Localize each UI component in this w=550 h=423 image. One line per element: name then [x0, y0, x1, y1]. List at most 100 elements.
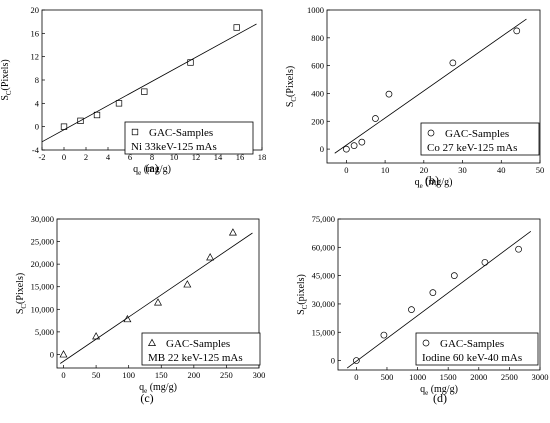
- chart-panel-3: 0 50 100 150 200 250 300 0 5,000 10,000 15,000 20,0…: [15, 214, 265, 405]
- x-tick-label: 40: [497, 165, 506, 175]
- x-tick-label: 14: [214, 152, 223, 162]
- y-tick-label: 0: [50, 349, 54, 359]
- x-tick-label: 4: [106, 152, 111, 162]
- x-axis-label: qe (mg/g): [139, 382, 177, 395]
- x-tick-label: -2: [38, 152, 45, 162]
- y-tick-label: 8: [35, 75, 39, 85]
- x-tick-label: 300: [253, 370, 266, 380]
- y-tick-label: 800: [311, 33, 324, 43]
- data-point: [385, 90, 393, 98]
- x-tick-label: 3000: [532, 372, 549, 382]
- y-tick-label: 30,000: [312, 299, 335, 309]
- data-point: [380, 331, 388, 339]
- x-tick-label: 100: [122, 370, 135, 380]
- data-point: [93, 111, 101, 119]
- x-axis-label: qe (mg/g): [415, 177, 453, 190]
- data-point: [60, 123, 68, 130]
- y-tick-label: 30,000: [31, 214, 54, 224]
- linear-fit-line: [334, 18, 527, 154]
- y-tick-label: -4: [32, 145, 40, 155]
- legend-marker: [148, 338, 156, 346]
- y-tick-label: 60,000: [312, 242, 335, 252]
- linear-fit-line: [60, 232, 253, 364]
- panel-label: (d): [433, 391, 447, 405]
- data-point: [429, 289, 437, 296]
- y-tick-label: 10,000: [31, 304, 54, 314]
- x-tick-label: 1000: [409, 372, 426, 382]
- y-axis-label: SC(pixels): [296, 274, 309, 315]
- legend: GAC-Samples Ni 33keV-125 mAs: [124, 121, 254, 155]
- data-point: [228, 228, 237, 236]
- y-tick-label: 15,000: [31, 282, 54, 292]
- y-tick-label: 15,000: [312, 327, 335, 337]
- x-tick-label: 50: [92, 370, 101, 380]
- data-point: [372, 115, 379, 122]
- data-point: [350, 142, 358, 149]
- x-tick-label: 30: [458, 165, 467, 175]
- y-axis-label: SC(Pixels): [285, 66, 298, 107]
- legend-condition-label: Iodine 60 keV-40 mAs: [422, 352, 522, 364]
- data-point: [408, 306, 415, 313]
- data-point: [513, 27, 521, 35]
- plot-frame: [56, 218, 260, 369]
- linear-fit-line: [346, 230, 532, 369]
- legend-condition-label: Co 27 keV-125 mAs: [427, 142, 517, 154]
- x-tick-label: 16: [236, 152, 245, 162]
- legend-box: [420, 122, 540, 156]
- data-point: [358, 138, 366, 146]
- y-tick-label: 20,000: [31, 259, 54, 269]
- data-point: [206, 253, 215, 261]
- y-tick-label: 0: [331, 356, 335, 366]
- data-point: [59, 350, 68, 358]
- x-axis-label: qe (mg/g): [133, 164, 171, 177]
- data-point: [141, 88, 148, 95]
- x-tick-label: 1500: [440, 372, 457, 382]
- legend-series-label: GAC-Samples: [149, 127, 213, 139]
- x-tick-label: 18: [258, 152, 267, 162]
- y-tick-label: 600: [311, 61, 324, 71]
- chart-panel-4: 0 500 1000 1500 2000 2500 3000 0 15,000 30,000 45,…: [296, 214, 549, 405]
- data-point: [183, 280, 192, 288]
- y-tick-label: 75,000: [312, 214, 335, 224]
- data-point: [77, 117, 84, 124]
- y-tick-label: 45,000: [312, 271, 335, 281]
- x-tick-label: 150: [155, 370, 168, 380]
- chart-panel-1: -2 0 2 4 6 8 10 12 14 16 18 -4 0 4 8 12 16 20 GAC-Samples N…: [0, 5, 266, 177]
- x-axis-label: qe (mg/g): [420, 384, 458, 397]
- x-tick-label: 0: [354, 372, 358, 382]
- y-tick-label: 0: [35, 122, 39, 132]
- data-point: [515, 245, 522, 253]
- x-tick-label: 12: [192, 152, 201, 162]
- x-tick-label: 200: [187, 370, 200, 380]
- legend-marker: [427, 129, 435, 137]
- legend-marker: [131, 128, 139, 136]
- data-point: [343, 145, 350, 153]
- y-axis-label: SC(Pixels): [15, 273, 28, 314]
- legend-box: [415, 332, 539, 366]
- legend-series-label: GAC-Samples: [440, 338, 504, 350]
- legend-series-label: GAC-Samples: [166, 338, 230, 350]
- data-point: [449, 59, 457, 67]
- legend: GAC-Samples Co 27 keV-125 mAs: [420, 122, 540, 156]
- chart-panel-2: 0 10 20 30 40 50 0 200 400 600 800 1000 GAC-Samples C…: [285, 5, 544, 190]
- y-tick-label: 5,000: [35, 327, 54, 337]
- y-axis-label: SC(Pixels): [0, 59, 13, 100]
- y-tick-label: 12: [31, 52, 40, 62]
- x-tick-label: 0: [344, 165, 348, 175]
- x-tick-label: 10: [170, 152, 179, 162]
- panel-label: (b): [425, 173, 439, 187]
- data-point: [154, 298, 162, 306]
- legend-box: [124, 121, 254, 155]
- y-tick-label: 1000: [307, 5, 324, 15]
- x-tick-label: 2000: [470, 372, 487, 382]
- legend-series-label: GAC-Samples: [445, 128, 509, 140]
- panel-label: (a): [145, 161, 158, 175]
- y-tick-label: 200: [311, 116, 324, 126]
- data-point: [481, 259, 489, 266]
- legend-box: [141, 332, 261, 366]
- y-tick-label: 20: [31, 5, 40, 15]
- data-point: [92, 332, 101, 340]
- data-point: [353, 357, 360, 364]
- y-tick-label: 16: [31, 28, 40, 38]
